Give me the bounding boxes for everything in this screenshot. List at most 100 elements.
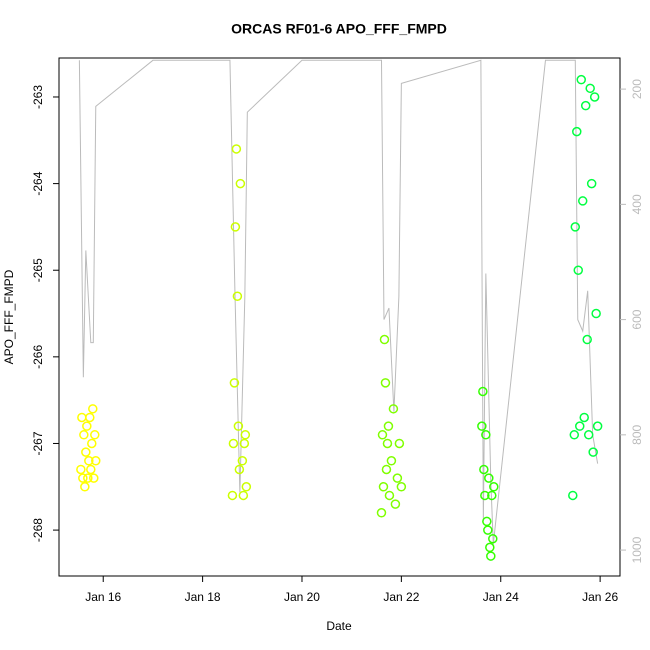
x-tick-label: Jan 16	[85, 590, 121, 604]
data-point	[229, 378, 240, 388]
data-point	[591, 308, 601, 319]
data-point	[485, 542, 495, 553]
data-point	[232, 291, 243, 301]
data-point	[585, 83, 595, 94]
data-point	[487, 490, 497, 501]
data-point	[85, 412, 95, 423]
data-point	[79, 430, 89, 440]
x-axis-label: Date	[326, 619, 352, 633]
data-point	[481, 430, 491, 440]
x-tick-label: Jan 20	[284, 590, 320, 604]
data-point	[91, 456, 101, 466]
data-point	[489, 482, 499, 492]
x-tick-label: Jan 22	[383, 590, 419, 604]
data-point	[482, 516, 492, 527]
data-point	[575, 421, 585, 431]
plot-frame	[58, 57, 621, 577]
data-point	[580, 100, 591, 111]
data-point	[589, 92, 600, 102]
data-point	[381, 464, 392, 475]
data-point	[388, 404, 399, 414]
data-point	[396, 482, 407, 492]
data-point	[480, 490, 490, 501]
data-point	[576, 74, 586, 85]
data-point	[488, 534, 498, 544]
data-point	[376, 508, 387, 518]
data-point	[583, 430, 594, 440]
data-point	[231, 144, 242, 154]
data-point	[383, 421, 394, 431]
y-tick-label: -263	[31, 85, 45, 109]
data-point	[76, 464, 86, 475]
data-point	[233, 421, 244, 431]
data-point	[484, 473, 494, 483]
y2-tick-label: 800	[630, 425, 644, 445]
data-point	[394, 438, 405, 449]
data-point	[241, 482, 252, 492]
altitude-line	[78, 59, 599, 545]
data-point	[577, 196, 588, 206]
data-point	[592, 421, 603, 431]
data-point	[568, 490, 578, 501]
data-point	[384, 490, 395, 501]
data-point	[82, 421, 92, 431]
data-point	[88, 404, 98, 414]
data-point	[478, 386, 488, 397]
x-tick-label: Jan 18	[185, 590, 221, 604]
data-point	[382, 438, 393, 449]
data-point	[87, 438, 97, 449]
data-point	[582, 334, 592, 345]
data-point	[89, 473, 99, 483]
x-tick-label: Jan 24	[483, 590, 519, 604]
data-point	[586, 178, 597, 189]
data-point	[81, 447, 91, 457]
data-point	[569, 430, 580, 440]
data-point	[573, 265, 584, 275]
data-point	[84, 456, 94, 466]
data-point	[83, 473, 93, 483]
data-point	[572, 126, 582, 137]
data-point	[234, 464, 245, 475]
data-point	[239, 438, 250, 449]
data-point	[479, 464, 489, 475]
data-point	[377, 430, 388, 440]
data-point	[237, 456, 248, 466]
data-point	[90, 430, 100, 440]
chart-title: ORCAS RF01-6 APO_FFF_FMPD	[231, 21, 447, 37]
data-point	[80, 482, 90, 492]
data-point	[486, 551, 496, 561]
y-tick-label: -268	[31, 518, 45, 542]
data-point	[228, 438, 239, 449]
y2-tick-label: 1000	[630, 536, 644, 563]
data-point	[77, 412, 87, 423]
data-point	[392, 473, 403, 483]
y-tick-label: -267	[31, 431, 45, 455]
y2-tick-label: 400	[630, 194, 644, 214]
y-tick-label: -264	[31, 171, 45, 195]
y2-tick-label: 200	[630, 79, 644, 99]
data-point	[477, 421, 487, 431]
data-point	[78, 473, 88, 483]
x-tick-label: Jan 26	[582, 590, 618, 604]
data-point	[570, 222, 581, 232]
y-tick-label: -265	[31, 258, 45, 282]
data-point	[380, 378, 391, 388]
y-axis-label: APO_FFF_FMPD	[2, 269, 16, 364]
y-tick-label: -266	[31, 345, 45, 369]
data-point	[483, 525, 493, 535]
data-point	[378, 482, 389, 492]
data-point	[588, 447, 598, 457]
data-point	[235, 178, 246, 189]
data-point	[390, 499, 401, 509]
plot-area	[76, 59, 603, 561]
data-point	[238, 490, 249, 501]
data-point	[386, 456, 397, 466]
data-point	[227, 490, 238, 501]
data-point	[86, 464, 96, 475]
data-point	[230, 222, 241, 232]
data-point	[579, 412, 589, 423]
data-point	[379, 334, 390, 345]
data-point	[240, 430, 251, 440]
y2-tick-label: 600	[630, 309, 644, 329]
